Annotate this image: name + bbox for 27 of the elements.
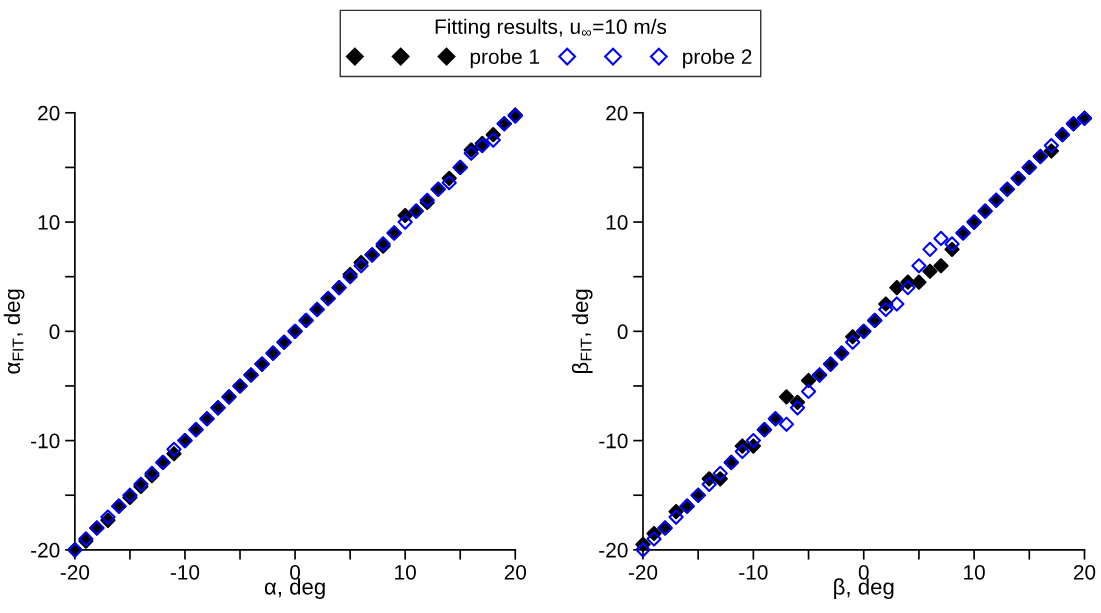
y-tick-label: 20: [38, 105, 60, 121]
y-tick-label: -20: [31, 542, 60, 558]
x-tick-label: -10: [170, 564, 200, 580]
legend-label: probe 1: [470, 48, 540, 69]
x-tick-label: 0: [858, 564, 869, 580]
y-tick-label: -10: [599, 433, 628, 449]
x-tick-label: 0: [290, 564, 301, 580]
y-tick-label: 10: [38, 215, 60, 230]
y-axis-title: β$_{FIT}$, deg: [571, 289, 593, 374]
y-axis-title: α$_{FIT}$, deg: [3, 289, 25, 374]
legend-title: Fitting results, u$_{∞}$=10 m/s: [435, 18, 667, 39]
x-tick-label: 10: [964, 564, 985, 580]
x-tick-label: 10: [395, 564, 416, 580]
y-tick-label: 0: [617, 324, 628, 340]
legend-label: probe 2: [683, 48, 752, 69]
x-tick-label: 20: [504, 564, 527, 580]
y-tick-label: 0: [49, 324, 60, 340]
x-tick-label: 20: [1073, 564, 1096, 580]
x-tick-label: -20: [628, 564, 658, 580]
y-tick-label: -10: [31, 433, 60, 449]
x-axis-title: α, deg: [264, 578, 325, 600]
y-tick-label: 20: [606, 105, 628, 121]
y-tick-label: -20: [599, 542, 628, 558]
x-tick-label: -20: [60, 564, 90, 580]
x-tick-label: -10: [739, 564, 768, 580]
y-tick-label: 10: [606, 215, 628, 230]
x-axis-title: β, deg: [834, 578, 894, 600]
